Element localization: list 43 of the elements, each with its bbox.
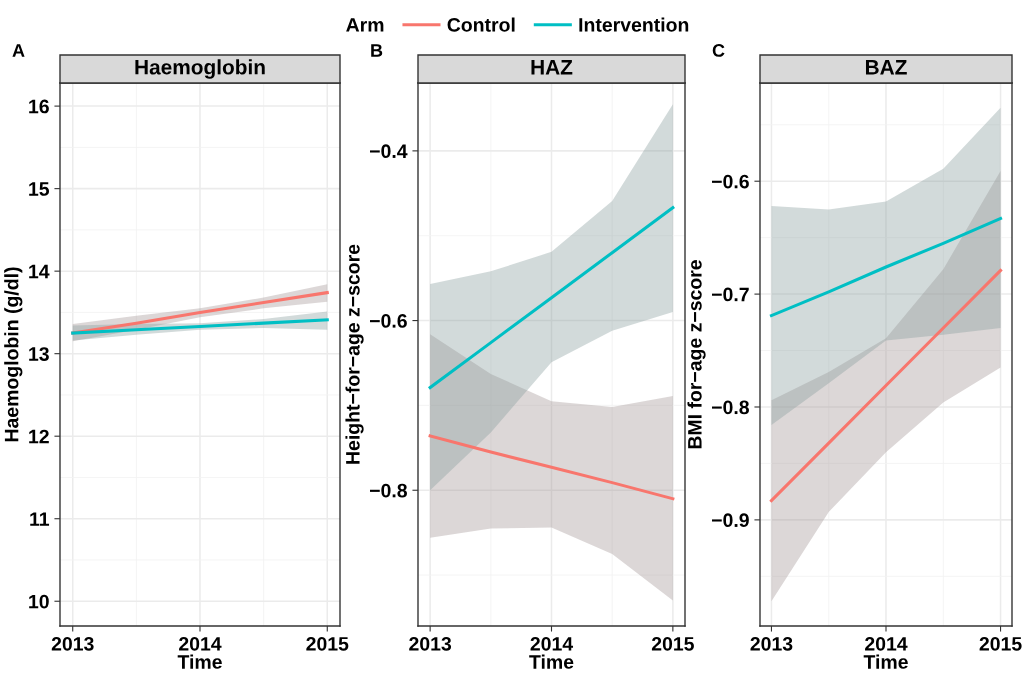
text: C: [712, 44, 725, 57]
text: B: [371, 44, 383, 57]
line-series: [769, 216, 1003, 318]
x-tick-label: 2014: [530, 636, 574, 651]
y-tick-label: 13: [29, 347, 49, 361]
x-tick-label: 2015: [979, 636, 1022, 651]
x-axis-title: Time: [863, 654, 908, 669]
y-tick-label: −0.6: [370, 314, 407, 328]
y-tick-label: 10: [29, 594, 49, 609]
line-series: [428, 206, 675, 390]
x-axis-title: Time: [529, 654, 574, 669]
y-axis-title: BMI for−age z−score: [687, 260, 706, 449]
x-tick-label: 2015: [651, 636, 694, 651]
line-series: [71, 318, 329, 335]
y-tick-label: −0.6: [712, 174, 749, 189]
legend-label: Control: [447, 17, 515, 32]
x-tick-label: 2013: [750, 636, 793, 651]
chart-title: Haemoglobin: [135, 59, 265, 79]
x-tick-label: 2015: [306, 636, 349, 651]
y-tick-label: −0.8: [370, 483, 407, 498]
line-series: [769, 268, 1003, 503]
y-axis-title: Height−for−age z−score: [345, 244, 364, 464]
y-tick-label: −0.7: [712, 287, 749, 302]
y-axis-title: Haemoglobin (g/dl): [4, 267, 23, 442]
y-tick-label: 14: [29, 264, 50, 279]
x-axis-title: Time: [177, 654, 222, 669]
x-tick-label: 2013: [409, 636, 452, 651]
x-tick-label: 2014: [179, 636, 222, 651]
y-tick-label: 12: [29, 429, 49, 444]
legend-title: Arm: [346, 18, 384, 32]
chart-title: BAZ: [865, 60, 907, 75]
y-tick-label: −0.4: [370, 144, 408, 159]
text: A: [12, 44, 25, 57]
y-tick-label: 16: [29, 99, 49, 114]
y-tick-label: −0.9: [712, 513, 749, 528]
line-series: [428, 434, 675, 501]
y-tick-label: 15: [29, 182, 50, 196]
x-tick-label: 2013: [51, 636, 94, 651]
y-tick-label: −0.8: [712, 400, 749, 415]
chart-title: HAZ: [531, 60, 573, 75]
y-tick-label: 11: [30, 512, 50, 526]
x-tick-label: 2014: [865, 636, 908, 651]
legend-label: Intervention: [579, 17, 689, 32]
